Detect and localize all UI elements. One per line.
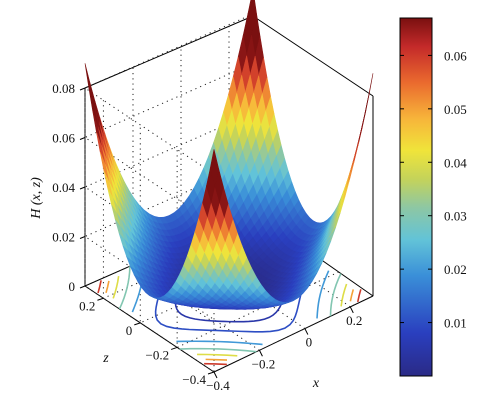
- x-axis-ticks: −0.4 −0.2 0 0.2: [206, 306, 362, 393]
- box-edge-top-left: [84, 15, 254, 89]
- z-tick-label: −0.2: [146, 347, 170, 362]
- contour-line: [356, 289, 362, 303]
- h-tick-label: 0.06: [52, 131, 75, 146]
- colorbar-tick-label: 0.06: [444, 48, 467, 63]
- z-tick-mark: [207, 371, 215, 375]
- x-tick-mark: [304, 328, 309, 335]
- h-tick-mark: [79, 186, 86, 190]
- contour-line: [316, 270, 330, 319]
- h-tick-mark: [79, 285, 86, 289]
- contour-line: [112, 275, 120, 299]
- h-tick-mark: [79, 236, 86, 239]
- contour-line: [329, 273, 342, 317]
- h-tick-mark: [79, 87, 86, 91]
- x-tick-mark: [258, 350, 263, 357]
- contour-line: [179, 347, 257, 353]
- surface-mesh: [84, 0, 374, 310]
- colorbar-tick-label: 0.04: [444, 155, 467, 170]
- x-tick-label: 0: [306, 335, 313, 350]
- h-tick-label: 0: [69, 279, 76, 294]
- x-tick-label: 0.2: [346, 313, 362, 328]
- contour-line: [197, 353, 238, 357]
- h-tick-mark: [79, 137, 86, 140]
- colorbar-ticks: 0.01 0.02 0.03 0.04 0.05 0.06: [400, 48, 467, 331]
- surface-cell: [84, 63, 95, 105]
- x-tick-mark: [349, 306, 354, 314]
- colorbar-gradient: [399, 17, 433, 377]
- colorbar: 0.01 0.02 0.03 0.04 0.05 0.06: [399, 17, 467, 377]
- z-tick-mark: [170, 346, 178, 350]
- h-axis-label: H (x, z): [29, 177, 44, 220]
- box-edge-top-right: [252, 15, 374, 97]
- colorbar-tick-label: 0.05: [444, 102, 467, 117]
- h-tick-label: 0.08: [52, 81, 75, 96]
- z-tick-label: 0: [126, 323, 133, 338]
- colorbar-tick-label: 0.03: [444, 209, 467, 224]
- grid-z-line: [139, 124, 305, 324]
- contour-line: [118, 266, 131, 310]
- z-tick-label: −0.4: [182, 372, 206, 387]
- floor-edge-front-right: [213, 295, 374, 373]
- contour-line: [176, 340, 263, 346]
- h-tick-label: 0.04: [52, 180, 75, 195]
- contour-line: [349, 289, 355, 302]
- floor-edge-front-left: [84, 285, 215, 373]
- z-axis-ticks: 0.2 0 −0.2 −0.4: [79, 297, 215, 387]
- contour-line: [205, 358, 228, 361]
- z-tick-mark: [97, 297, 104, 301]
- contour-line: [204, 362, 227, 366]
- surface-cell: [341, 179, 350, 206]
- grid-x-line: [84, 88, 215, 373]
- x-tick-mark: [213, 371, 218, 379]
- colorbar-tick-label: 0.01: [444, 316, 467, 331]
- contour-line: [97, 280, 102, 294]
- z-tick-label: 0.2: [79, 298, 95, 313]
- x-tick-label: −0.4: [206, 378, 230, 393]
- h-tick-label: 0.02: [52, 230, 75, 245]
- h-axis-ticks: 0 0.02 0.04 0.06 0.08: [52, 81, 86, 294]
- x-tick-label: −0.2: [252, 356, 276, 371]
- contour-line: [105, 280, 110, 294]
- z-axis-label: z: [102, 351, 109, 366]
- contour-line: [340, 283, 348, 307]
- x-axis-label: x: [312, 376, 320, 391]
- colorbar-tick-label: 0.02: [444, 262, 467, 277]
- surface-cell: [209, 149, 219, 186]
- z-tick-mark: [134, 322, 141, 326]
